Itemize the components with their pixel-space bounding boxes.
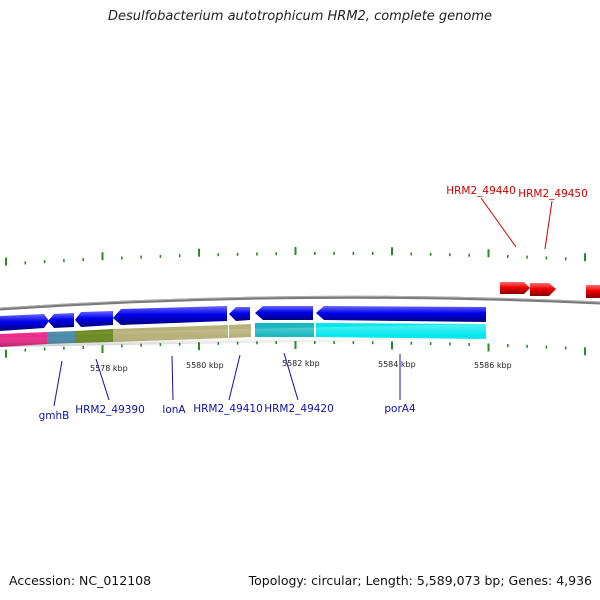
gene-arrow-lona[interactable] <box>113 306 227 325</box>
gene-arrow-pora4[interactable] <box>316 306 486 322</box>
gene-arrow-gmhb[interactable] <box>0 314 49 331</box>
gene-arrow-lona-a[interactable] <box>75 311 113 327</box>
genome-stats-label: Topology: circular; Length: 5,589,073 bp… <box>248 573 592 588</box>
scale-labels: 5578 kbp 5580 kbp 5582 kbp 5584 kbp 5586… <box>90 359 512 373</box>
gene-arrow-hrm2-49420[interactable] <box>255 306 313 320</box>
leader-line <box>95 358 110 401</box>
leader-line <box>544 200 553 250</box>
gene-label-hrm2-49440[interactable]: HRM2_49440 <box>446 185 516 197</box>
gene-arrow-hrm2-49440[interactable] <box>500 282 530 294</box>
leader-line <box>53 360 63 407</box>
backbone-arc-highlight <box>0 295 600 309</box>
scale-label: 5582 kbp <box>282 359 320 368</box>
gene-function-band <box>0 323 486 347</box>
map-title: Desulfobacterium autotrophicum HRM2, com… <box>107 9 493 24</box>
gene-arrow-hrm2-49450[interactable] <box>530 283 556 296</box>
scale-label: 5584 kbp <box>378 360 416 369</box>
leader-line <box>283 352 299 401</box>
gene-arrow-hrm2-49410[interactable] <box>229 307 250 321</box>
gene-label-hrm2-49420[interactable]: HRM2_49420 <box>264 403 334 415</box>
scale-label: 5580 kbp <box>186 361 224 370</box>
tick-ring-inner <box>5 341 586 358</box>
scale-label: 5578 kbp <box>90 364 128 373</box>
accession-label: Accession: NC_012108 <box>9 573 152 588</box>
scale-label: 5586 kbp <box>474 361 512 370</box>
reverse-strand-genes <box>0 306 486 331</box>
forward-strand-genes <box>500 282 600 298</box>
band-shading <box>0 324 486 347</box>
leader-line <box>228 354 241 401</box>
gene-label-gmhb[interactable]: gmhB <box>39 410 70 422</box>
leader-line <box>480 197 517 248</box>
leader-line <box>171 355 174 401</box>
gene-label-lona[interactable]: lonA <box>162 404 186 416</box>
gene-label-pora4[interactable]: porA4 <box>384 403 416 415</box>
gene-arrow-hrm2-49390[interactable] <box>48 313 74 328</box>
gene-arrow-partial[interactable] <box>586 285 600 298</box>
gene-label-hrm2-49390[interactable]: HRM2_49390 <box>75 404 145 416</box>
backbone-arc <box>0 295 600 311</box>
forward-gene-labels: HRM2_49440 HRM2_49450 <box>446 185 588 250</box>
tick-ring-outer <box>5 247 586 266</box>
gene-label-hrm2-49410[interactable]: HRM2_49410 <box>193 403 263 415</box>
reverse-gene-labels: gmhB HRM2_49390 lonA HRM2_49410 HRM2_494… <box>39 352 416 422</box>
gene-label-hrm2-49450[interactable]: HRM2_49450 <box>518 188 588 200</box>
